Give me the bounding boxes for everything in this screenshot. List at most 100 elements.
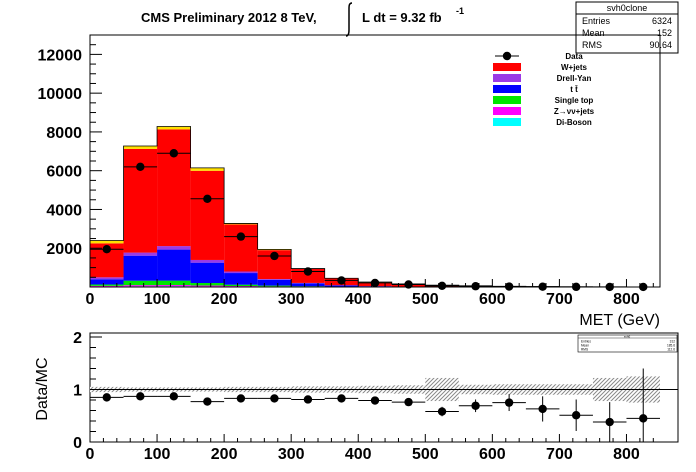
integral-sign-icon bbox=[345, 2, 353, 37]
small-stats-value: 185.6 bbox=[667, 344, 675, 348]
small-stats-label: RMS bbox=[581, 348, 588, 352]
legend-label: t t̄ bbox=[570, 85, 578, 94]
stack-bar-zvv bbox=[157, 285, 191, 287]
ratio-point bbox=[471, 401, 480, 410]
title-lumi: L dt = 9.32 fb bbox=[362, 10, 442, 25]
ratio-point bbox=[169, 392, 179, 401]
x-tick-label: 200 bbox=[211, 291, 238, 308]
data-point bbox=[437, 281, 447, 291]
small-stats-value: 112.6 bbox=[667, 348, 675, 352]
ratio-point bbox=[605, 417, 614, 427]
ratio-y-tick-label: 1 bbox=[73, 383, 82, 400]
stack-bar-ttbar bbox=[123, 255, 158, 281]
ratio-x-tick-label: 0 bbox=[86, 446, 95, 463]
x-tick-label: 400 bbox=[345, 291, 372, 308]
legend-label: Di-Boson bbox=[556, 118, 592, 127]
data-point bbox=[471, 282, 480, 291]
stack-bar-drellyan bbox=[257, 279, 292, 280]
stack-bar-topband bbox=[123, 145, 158, 149]
legend-label: Single top bbox=[555, 96, 594, 105]
y-tick-label: 4000 bbox=[46, 202, 82, 219]
ratio-plot: 0 1 2 0 100 200 300 400 500 600 700 800 bbox=[73, 330, 679, 463]
data-point bbox=[136, 162, 145, 172]
x-tick-label: 800 bbox=[613, 291, 640, 308]
stack-bar-zvv bbox=[123, 285, 158, 287]
stack-bar-ttbar bbox=[257, 279, 292, 286]
stack-bar-singletop bbox=[190, 283, 225, 286]
x-tick-label: 600 bbox=[479, 291, 506, 308]
legend-swatch-zvv bbox=[493, 107, 521, 115]
ratio-point bbox=[203, 397, 212, 406]
legend-swatch-singletop bbox=[493, 96, 521, 104]
legend-label: Drell-Yan bbox=[557, 74, 592, 83]
stats-value: 6324 bbox=[652, 16, 672, 26]
x-tick-label: 0 bbox=[86, 291, 95, 308]
stack-bar-ttbar bbox=[157, 249, 191, 281]
stack-bar-ttbar bbox=[291, 283, 325, 287]
stack-bar-zvv bbox=[90, 285, 124, 287]
stats-box: svh0clone Entries 6324 Mean 152 RMS 90.6… bbox=[575, 1, 679, 54]
stack-bar-drellyan bbox=[123, 252, 158, 256]
stats-label: RMS bbox=[582, 40, 602, 50]
y-tick-label: 6000 bbox=[46, 164, 82, 181]
ratio-point bbox=[404, 397, 413, 407]
stack-bar-ttbar bbox=[90, 279, 124, 285]
main-plot: 2000 4000 6000 8000 10000 12000 0 100 200 300 400… bbox=[38, 34, 661, 308]
data-point bbox=[203, 194, 212, 203]
ratio-y-tick-label: 0 bbox=[73, 435, 82, 452]
stack-bar-ttbar bbox=[190, 262, 225, 284]
main-y-axis: 2000 4000 6000 8000 10000 12000 bbox=[38, 34, 102, 288]
ratio-x-tick-label: 200 bbox=[211, 446, 238, 463]
legend-swatch-wjets bbox=[493, 63, 521, 71]
legend-swatch-diboson bbox=[493, 118, 521, 126]
ratio-x-tick-label: 600 bbox=[479, 446, 506, 463]
ratio-point bbox=[303, 395, 313, 404]
stats-label: Mean bbox=[582, 28, 605, 38]
ratio-x-tick-label: 400 bbox=[345, 446, 372, 463]
data-point bbox=[370, 278, 380, 288]
y-tick-label: 2000 bbox=[46, 241, 82, 258]
ratio-point bbox=[136, 392, 145, 401]
x-tick-label: 500 bbox=[412, 291, 439, 308]
ratio-x-tick-label: 800 bbox=[613, 446, 640, 463]
ratio-y-axis: 0 1 2 bbox=[73, 330, 102, 452]
stack-bar-wjets bbox=[224, 224, 258, 272]
x-tick-label: 700 bbox=[546, 291, 573, 308]
x-tick-label: 100 bbox=[144, 291, 171, 308]
ratio-point bbox=[270, 394, 279, 403]
ratio-point bbox=[538, 404, 547, 414]
legend-marker bbox=[502, 51, 512, 61]
stack-bar-wjets bbox=[190, 170, 225, 260]
y-tick-label: 12000 bbox=[38, 47, 83, 64]
stats-label: Entries bbox=[582, 16, 611, 26]
data-point bbox=[169, 149, 179, 158]
ratio-y-tick-label: 2 bbox=[73, 330, 82, 347]
stats-value: 90.64 bbox=[649, 40, 672, 50]
ratio-points bbox=[90, 368, 660, 442]
stack-bar-ttbar bbox=[224, 273, 258, 285]
stack-bar-singletop bbox=[224, 284, 258, 287]
ratio-point bbox=[370, 396, 380, 405]
ratio-point bbox=[337, 394, 346, 403]
stats-box-name: svh0clone bbox=[607, 3, 648, 13]
title-lumi-exponent: -1 bbox=[456, 6, 464, 16]
stack-bar-singletop bbox=[123, 280, 158, 286]
title-prefix: CMS Preliminary 2012 8 TeV, bbox=[141, 10, 317, 25]
ratio-x-tick-label: 500 bbox=[412, 446, 439, 463]
stack-bar-wjets bbox=[291, 268, 325, 283]
data-point bbox=[236, 232, 246, 241]
legend-swatch-ttbar bbox=[493, 85, 521, 93]
figure-title: CMS Preliminary 2012 8 TeV, L dt = 9.32 … bbox=[141, 2, 464, 37]
x-axis-title: MET (GeV) bbox=[579, 312, 660, 329]
stack-bar-ttbar bbox=[324, 285, 359, 287]
small-stats-label: Mean bbox=[581, 344, 589, 348]
small-stats-box: svh0 Entries 312 Mean 185.6 RMS 112.6 bbox=[577, 335, 678, 353]
stack-bar-drellyan bbox=[157, 246, 191, 250]
small-stats-label: Entries bbox=[581, 340, 591, 344]
ratio-point bbox=[437, 407, 447, 416]
x-tick-label: 300 bbox=[278, 291, 305, 308]
stack-bar-topband bbox=[90, 240, 124, 244]
stack-bar-drellyan bbox=[190, 259, 225, 263]
legend-label: Data bbox=[565, 52, 583, 61]
ratio-point bbox=[236, 394, 246, 403]
